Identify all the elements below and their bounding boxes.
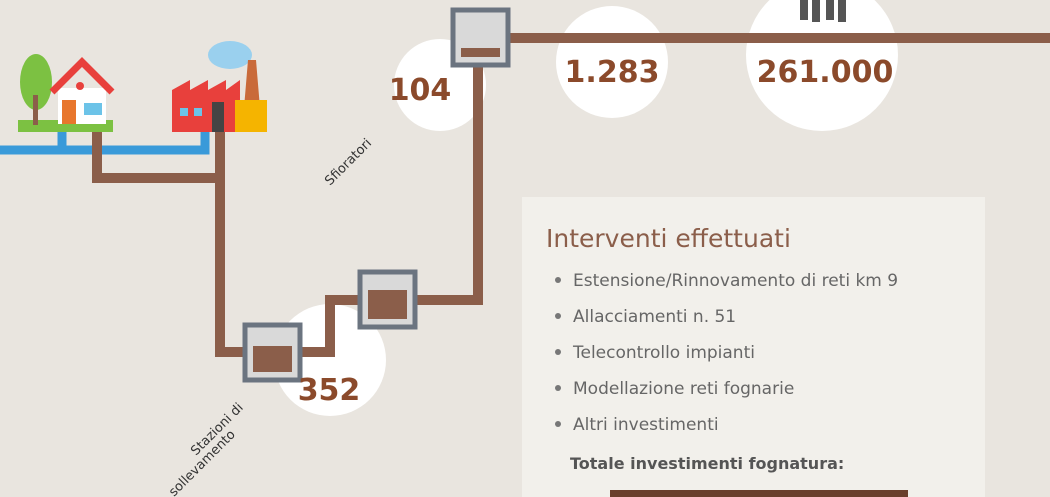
stat-value: 352: [298, 373, 361, 408]
panel-title: Interventi effettuati: [546, 224, 791, 253]
factory-icon: [172, 41, 267, 132]
panel: [522, 197, 985, 497]
total-label: Totale investimenti fognatura:: [570, 454, 844, 473]
bullet: [555, 313, 561, 319]
bullet: [555, 349, 561, 355]
stat-value: 1.283: [565, 55, 660, 90]
list-item: Estensione/Rinnovamento di reti km 9: [573, 271, 898, 291]
list-item: Altri investimenti: [573, 415, 719, 435]
total-bar: [610, 490, 908, 497]
bullet: [555, 385, 561, 391]
bullet: [555, 421, 561, 427]
list-item: Allacciamenti n. 51: [573, 307, 736, 327]
house-icon: [18, 54, 115, 132]
stat-value: 261.000: [757, 55, 894, 90]
water-pipe: [0, 132, 210, 155]
list-item: Modellazione reti fognarie: [573, 379, 794, 399]
people-icon: [800, 0, 846, 22]
tank: [357, 269, 418, 330]
circle: [746, 0, 898, 131]
bullet: [555, 277, 561, 283]
list-item: Telecontrollo impianti: [572, 343, 755, 363]
stat-value: 104: [389, 73, 452, 108]
sewer-pipe: [92, 33, 1050, 357]
tank: [450, 7, 511, 68]
tank: [242, 322, 303, 383]
